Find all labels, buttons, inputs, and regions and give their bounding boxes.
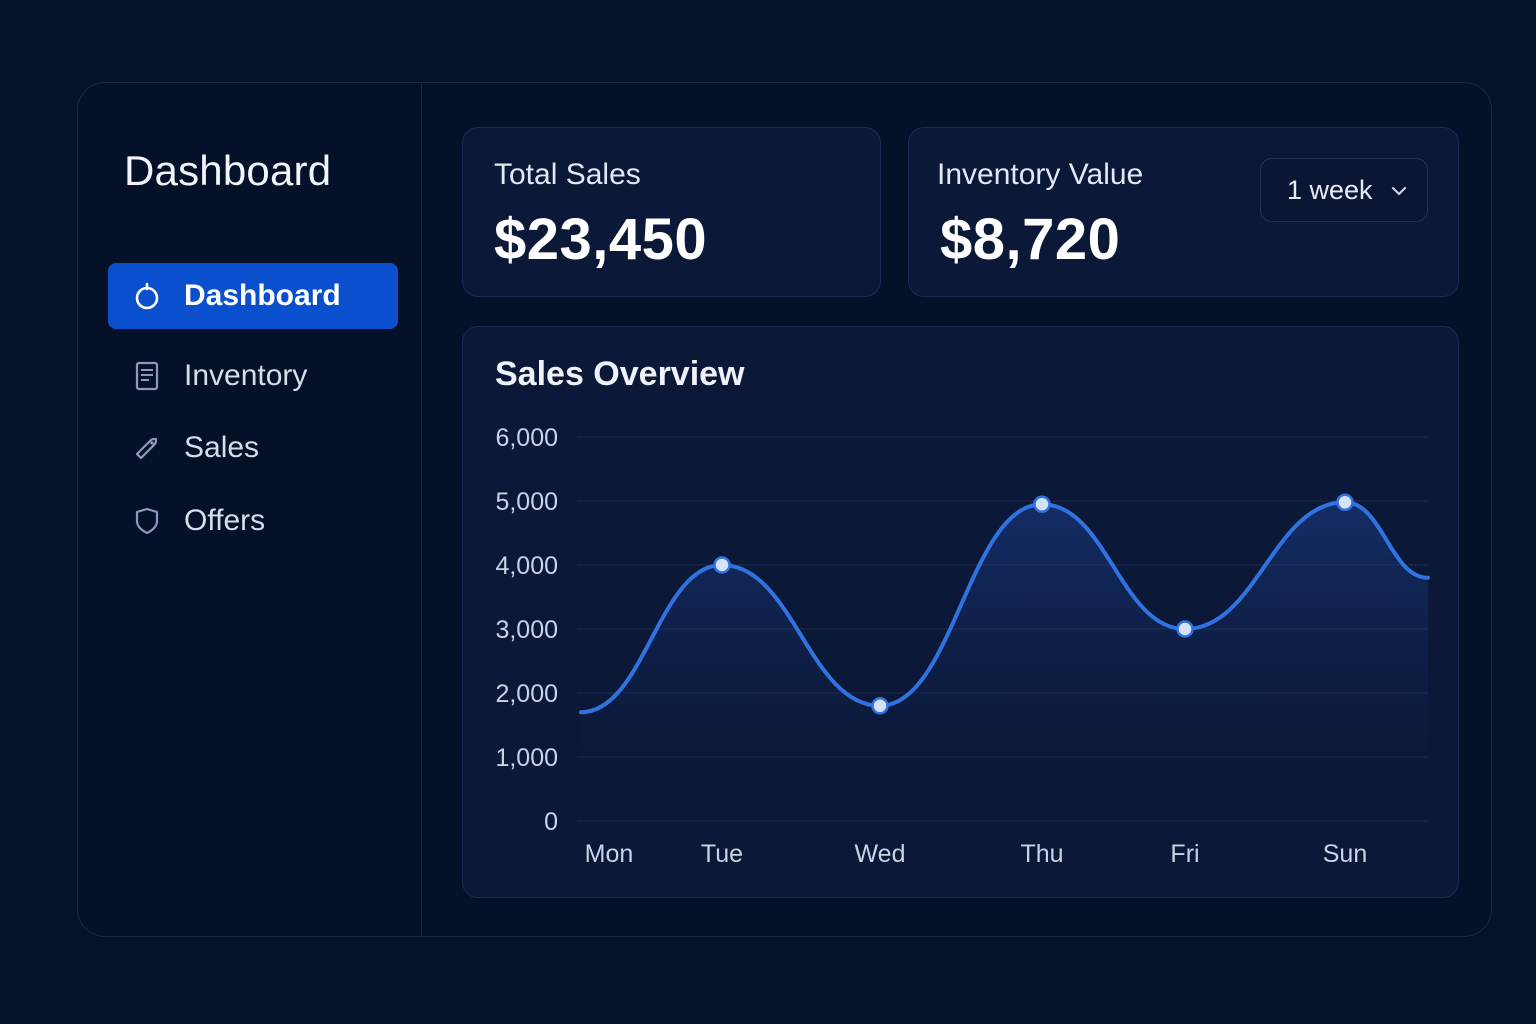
sidebar-item-label: Sales <box>184 431 260 464</box>
y-tick-label: 0 <box>544 808 558 836</box>
y-tick-label: 6,000 <box>495 424 558 452</box>
chevron-down-icon <box>1389 181 1409 201</box>
period-dropdown-label: 1 week <box>1287 174 1373 205</box>
x-tick-label: Tue <box>701 840 743 868</box>
x-tick-label: Sun <box>1323 840 1367 868</box>
sidebar-item-label: Offers <box>184 504 266 537</box>
document-icon <box>132 361 162 391</box>
series-area <box>581 502 1428 821</box>
sidebar: Dashboard Dashboard Inventory <box>78 83 422 936</box>
x-tick-label: Wed <box>855 840 906 868</box>
sidebar-item-label: Inventory <box>184 359 308 392</box>
sales-line-chart: 0 1,000 2,000 3,000 4,000 5,000 6,000 Mon Tue Wed… <box>495 424 1430 868</box>
y-tick-label: 5,000 <box>495 488 558 516</box>
sidebar-title: Dashboard <box>124 147 332 194</box>
app-window: Dashboard Dashboard Inventory <box>77 82 1492 937</box>
sidebar-item-sales[interactable]: Sales <box>108 415 398 481</box>
shield-icon <box>132 506 162 536</box>
tag-icon <box>132 433 162 463</box>
x-tick-label: Thu <box>1020 840 1063 868</box>
total-sales-label: Total Sales <box>494 158 641 191</box>
data-point-marker[interactable] <box>1176 620 1194 638</box>
sidebar-item-offers[interactable]: Offers <box>108 488 398 554</box>
sidebar-item-label: Dashboard <box>184 279 341 312</box>
dashboard-icon <box>132 281 162 311</box>
y-tick-label: 3,000 <box>495 616 558 644</box>
inventory-value-label: Inventory Value <box>937 158 1144 191</box>
data-point-marker[interactable] <box>713 556 731 574</box>
data-point-marker[interactable] <box>1336 493 1354 512</box>
chart-title: Sales Overview <box>495 355 745 393</box>
data-point-marker[interactable] <box>1033 495 1051 513</box>
data-point-marker[interactable] <box>871 697 889 715</box>
sidebar-item-inventory[interactable]: Inventory <box>108 343 398 409</box>
period-dropdown[interactable]: 1 week <box>1260 158 1428 222</box>
y-tick-label: 4,000 <box>495 552 558 580</box>
y-tick-label: 2,000 <box>495 680 558 708</box>
sidebar-item-dashboard[interactable]: Dashboard <box>108 263 398 329</box>
y-tick-label: 1,000 <box>495 744 558 772</box>
sales-overview-card: Sales Overview 0 1,000 2,000 3,000 4,000 5,00… <box>462 326 1459 898</box>
inventory-value-amount: $8,720 <box>940 207 1121 272</box>
total-sales-card: Total Sales $23,450 <box>462 127 881 297</box>
total-sales-value: $23,450 <box>494 207 708 272</box>
x-tick-label: Fri <box>1170 840 1199 868</box>
x-tick-label: Mon <box>585 840 634 868</box>
inventory-value-card: Inventory Value $8,720 1 week <box>908 127 1459 297</box>
